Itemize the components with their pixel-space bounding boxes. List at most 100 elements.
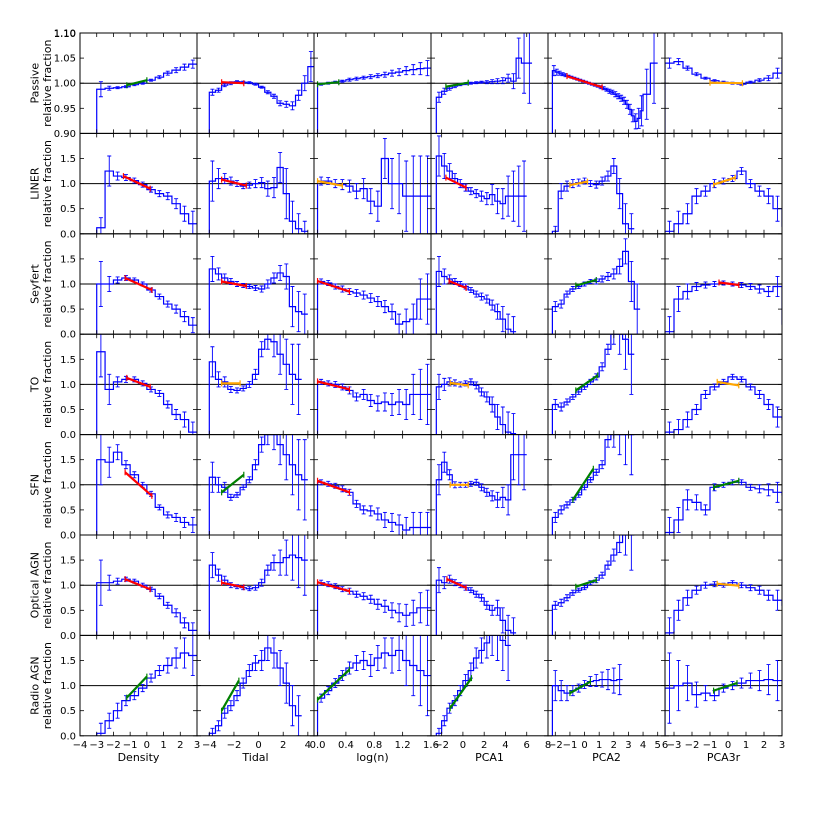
fit-line: [220, 473, 245, 494]
histogram-step: [435, 578, 517, 636]
histogram-step: [435, 270, 517, 335]
panel-plot-area: [548, 334, 665, 435]
x-tick-label: 2: [611, 740, 617, 751]
x-tick-label: −4: [202, 740, 217, 751]
panel-plot-area: [548, 535, 665, 636]
x-tick-label: 2: [280, 740, 286, 751]
x-tick-label: 0.4: [338, 740, 354, 751]
panel-plot-area: [197, 51, 314, 134]
x-tick-label: 1.6: [423, 740, 439, 751]
panel: [664, 132, 783, 235]
x-tick-label: 0: [255, 740, 261, 751]
panel: 0.900.951.001.051.101.10: [54, 29, 198, 140]
panel: 0.0 0.4 0.8 1.2 1.6: [310, 634, 439, 751]
panel-plot-area: [548, 434, 665, 535]
histogram-step: [665, 170, 782, 234]
histogram-step: [208, 268, 308, 335]
y-tick-label: 1.0: [60, 681, 76, 692]
histogram-step: [208, 554, 308, 636]
panel-plot-area: [197, 255, 314, 335]
x-tick-label: 4: [305, 740, 311, 751]
row-name: Seyfert: [28, 263, 41, 303]
panel-plot-area: [197, 535, 314, 636]
fit-line: [575, 579, 597, 588]
x-tick-label: −2: [227, 740, 242, 751]
fit-line: [445, 81, 469, 88]
y-tick-label: 1.10: [54, 29, 76, 40]
panel: [664, 233, 783, 335]
panel: [547, 534, 666, 636]
x-tick-label: 3: [625, 740, 631, 751]
panel-plot-area: [314, 477, 431, 536]
x-tick-label: 4: [502, 740, 508, 751]
fit-line: [569, 680, 591, 695]
fit-line: [317, 180, 343, 187]
y-tick-label: 1.5: [60, 154, 76, 165]
histogram-step: [316, 381, 431, 435]
x-tick-label: 6: [524, 740, 530, 751]
y-tick-label: 1.0: [60, 380, 76, 391]
column-xlabel: PCA1: [475, 751, 504, 764]
panel: −2 −1 0 1 2 3 4 5: [547, 634, 666, 751]
panel: [196, 132, 315, 235]
x-tick-label: 3: [194, 740, 200, 751]
y-tick-label: 0.90: [54, 129, 76, 140]
row-ylabel: Passiverelative fraction: [28, 40, 54, 127]
panel-plot-area: [665, 477, 782, 536]
row-name: SFN: [28, 474, 41, 496]
panel-plot-area: [548, 158, 665, 234]
x-tick-label: 1: [743, 740, 749, 751]
x-tick-label: 2: [177, 740, 183, 751]
panel: 0.0 0.5 1.0 1.5: [60, 233, 198, 341]
histogram-step: [435, 57, 533, 134]
y-tick-label: 0.5: [60, 405, 76, 416]
panel-plot-area: [548, 33, 665, 134]
fit-line: [221, 581, 245, 589]
panel: [196, 32, 315, 134]
panel-plot-area: [431, 135, 548, 234]
panel-plot-area: [431, 373, 548, 435]
panel: [313, 434, 432, 536]
column-xlabel: Tidal: [241, 751, 268, 764]
x-tick-label: −2: [106, 740, 121, 751]
histogram-step: [665, 376, 782, 435]
fit-line: [126, 376, 151, 388]
panel: 0.0 0.5 1.0 1.5 −4 −3 −2 −1 0 1 2 3: [60, 634, 200, 751]
y-tick-label: 1.10: [54, 29, 76, 40]
panel-plot-area: [197, 434, 314, 535]
x-tick-label: 0.0: [310, 740, 326, 751]
histogram-step: [551, 678, 623, 736]
histogram-step: [96, 63, 197, 134]
panel-plot-area: [548, 238, 665, 335]
panel: [664, 434, 783, 536]
panel-plot-area: [431, 33, 548, 134]
panel-plot-area: [197, 635, 314, 736]
panel-plot-area: [314, 60, 431, 134]
histogram-step: [551, 165, 635, 234]
panel: [664, 32, 783, 134]
x-tick-label: 6: [662, 740, 668, 751]
panel-plot-area: [80, 635, 197, 736]
panel: [430, 132, 549, 235]
panel: 0.0 0.5 1.0 1.5: [60, 534, 198, 642]
panel: [313, 233, 432, 335]
panel: 0.0 0.5 1.0 1.5: [60, 333, 198, 441]
y-tick-label: 0.0: [60, 531, 76, 542]
histogram-step: [316, 649, 431, 736]
column-xlabel: log(n): [356, 751, 388, 764]
y-tick-label: 1.0: [60, 280, 76, 291]
row-ylabel-suffix: relative fraction: [41, 240, 54, 327]
fit-line: [316, 668, 351, 701]
fit-line: [124, 578, 151, 591]
panel-plot-area: [665, 373, 782, 435]
row-ylabel: LINERrelative fraction: [28, 140, 54, 227]
fit-line: [575, 374, 599, 392]
panel-plot-area: [80, 559, 197, 636]
y-tick-label: 0.5: [60, 505, 76, 516]
panel-plot-area: [80, 334, 197, 435]
x-tick-label: 2: [481, 740, 487, 751]
row-ylabel: Radio AGNrelative fraction: [28, 642, 54, 729]
y-tick-label: 1.5: [60, 556, 76, 567]
panel: [664, 534, 783, 636]
